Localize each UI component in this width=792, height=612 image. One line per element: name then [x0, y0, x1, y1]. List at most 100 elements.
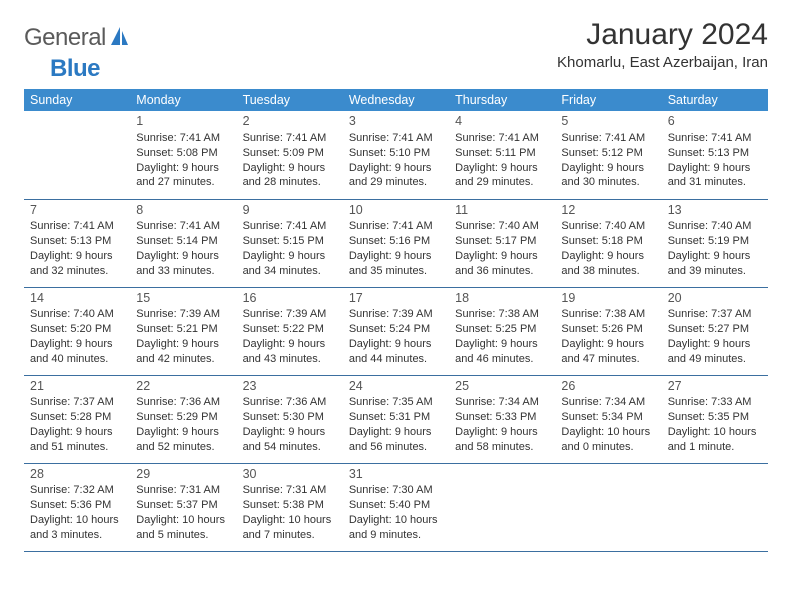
calendar-cell: 7Sunrise: 7:41 AMSunset: 5:13 PMDaylight… [24, 199, 130, 287]
sunrise-line: Sunrise: 7:41 AM [243, 219, 337, 234]
title-block: January 2024 Khomarlu, East Azerbaijan, … [557, 18, 768, 71]
daylight-line: Daylight: 9 hours and 35 minutes. [349, 249, 443, 279]
day-number: 5 [561, 113, 655, 130]
day-number: 19 [561, 290, 655, 307]
daylight-line: Daylight: 10 hours and 5 minutes. [136, 513, 230, 543]
sunset-line: Sunset: 5:30 PM [243, 410, 337, 425]
sunset-line: Sunset: 5:13 PM [30, 234, 124, 249]
day-number: 26 [561, 378, 655, 395]
calendar-row: 1 Sunrise: 7:41 AM Sunset: 5:08 PM Daylight… [24, 111, 768, 199]
calendar-cell: 5Sunrise: 7:41 AMSunset: 5:12 PMDaylight… [555, 111, 661, 199]
calendar-cell: 19Sunrise: 7:38 AMSunset: 5:26 PMDayligh… [555, 287, 661, 375]
sunrise-line: Sunrise: 7:32 AM [30, 483, 124, 498]
sunset-line: Sunset: 5:22 PM [243, 322, 337, 337]
day-number: 3 [349, 113, 443, 130]
calendar-cell: 14Sunrise: 7:40 AMSunset: 5:20 PMDayligh… [24, 287, 130, 375]
sunset-line: Sunset: 5:17 PM [455, 234, 549, 249]
day-number: 16 [243, 290, 337, 307]
sunset-line: Sunset: 5:28 PM [30, 410, 124, 425]
sunrise-line: Sunrise: 7:38 AM [455, 307, 549, 322]
daylight-line: Daylight: 10 hours and 1 minute. [668, 425, 762, 455]
day-number: 2 [243, 113, 337, 130]
calendar-cell: 30Sunrise: 7:31 AMSunset: 5:38 PMDayligh… [237, 463, 343, 551]
day-number: 1 [136, 113, 230, 130]
sunset-line: Sunset: 5:14 PM [136, 234, 230, 249]
day-number: 23 [243, 378, 337, 395]
calendar-cell: 13Sunrise: 7:40 AMSunset: 5:19 PMDayligh… [662, 199, 768, 287]
sunrise-line: Sunrise: 7:41 AM [349, 131, 443, 146]
month-title: January 2024 [557, 18, 768, 52]
sunrise-line: Sunrise: 7:31 AM [136, 483, 230, 498]
weekday-header: Saturday [662, 89, 768, 111]
sunset-line: Sunset: 5:09 PM [243, 146, 337, 161]
sunrise-line: Sunrise: 7:41 AM [30, 219, 124, 234]
day-number: 18 [455, 290, 549, 307]
day-number: 21 [30, 378, 124, 395]
sunset-line: Sunset: 5:08 PM [136, 146, 230, 161]
sunrise-line: Sunrise: 7:39 AM [136, 307, 230, 322]
calendar-cell: 26Sunrise: 7:34 AMSunset: 5:34 PMDayligh… [555, 375, 661, 463]
weekday-header: Monday [130, 89, 236, 111]
daylight-line: Daylight: 9 hours and 54 minutes. [243, 425, 337, 455]
day-number: 9 [243, 202, 337, 219]
daylight-line: Daylight: 9 hours and 56 minutes. [349, 425, 443, 455]
calendar-cell: 3Sunrise: 7:41 AMSunset: 5:10 PMDaylight… [343, 111, 449, 199]
sunrise-line: Sunrise: 7:40 AM [30, 307, 124, 322]
calendar-cell: 16Sunrise: 7:39 AMSunset: 5:22 PMDayligh… [237, 287, 343, 375]
sunset-line: Sunset: 5:12 PM [561, 146, 655, 161]
day-number: 24 [349, 378, 443, 395]
calendar-cell: 22Sunrise: 7:36 AMSunset: 5:29 PMDayligh… [130, 375, 236, 463]
calendar-cell: 17Sunrise: 7:39 AMSunset: 5:24 PMDayligh… [343, 287, 449, 375]
day-number: 25 [455, 378, 549, 395]
daylight-line: Daylight: 10 hours and 9 minutes. [349, 513, 443, 543]
daylight-line: Daylight: 9 hours and 29 minutes. [455, 161, 549, 191]
calendar-cell: 8Sunrise: 7:41 AMSunset: 5:14 PMDaylight… [130, 199, 236, 287]
sunset-line: Sunset: 5:13 PM [668, 146, 762, 161]
sunrise-line: Sunrise: 7:41 AM [349, 219, 443, 234]
day-number: 28 [30, 466, 124, 483]
calendar-cell: 21Sunrise: 7:37 AMSunset: 5:28 PMDayligh… [24, 375, 130, 463]
daylight-line: Daylight: 9 hours and 49 minutes. [668, 337, 762, 367]
daylight-line: Daylight: 9 hours and 44 minutes. [349, 337, 443, 367]
sunrise-line: Sunrise: 7:39 AM [243, 307, 337, 322]
calendar-cell: 6Sunrise: 7:41 AMSunset: 5:13 PMDaylight… [662, 111, 768, 199]
sunset-line: Sunset: 5:31 PM [349, 410, 443, 425]
calendar-row: 28Sunrise: 7:32 AMSunset: 5:36 PMDayligh… [24, 463, 768, 551]
day-number: 14 [30, 290, 124, 307]
day-number: 22 [136, 378, 230, 395]
daylight-line: Daylight: 9 hours and 38 minutes. [561, 249, 655, 279]
daylight-line: Daylight: 9 hours and 28 minutes. [243, 161, 337, 191]
calendar-cell: 23Sunrise: 7:36 AMSunset: 5:30 PMDayligh… [237, 375, 343, 463]
day-number: 20 [668, 290, 762, 307]
daylight-line: Daylight: 9 hours and 30 minutes. [561, 161, 655, 191]
weekday-header: Thursday [449, 89, 555, 111]
sunset-line: Sunset: 5:18 PM [561, 234, 655, 249]
weekday-header: Friday [555, 89, 661, 111]
sunrise-line: Sunrise: 7:40 AM [561, 219, 655, 234]
daylight-line: Daylight: 9 hours and 32 minutes. [30, 249, 124, 279]
calendar-cell [662, 463, 768, 551]
sunset-line: Sunset: 5:37 PM [136, 498, 230, 513]
calendar-cell: 18Sunrise: 7:38 AMSunset: 5:25 PMDayligh… [449, 287, 555, 375]
sunrise-line: Sunrise: 7:30 AM [349, 483, 443, 498]
daylight-line: Daylight: 9 hours and 36 minutes. [455, 249, 549, 279]
calendar-cell [24, 111, 130, 199]
sunset-line: Sunset: 5:40 PM [349, 498, 443, 513]
calendar-cell: 28Sunrise: 7:32 AMSunset: 5:36 PMDayligh… [24, 463, 130, 551]
day-number: 15 [136, 290, 230, 307]
calendar-cell [449, 463, 555, 551]
sunrise-line: Sunrise: 7:37 AM [668, 307, 762, 322]
weekday-header: Wednesday [343, 89, 449, 111]
daylight-line: Daylight: 9 hours and 52 minutes. [136, 425, 230, 455]
sunset-line: Sunset: 5:20 PM [30, 322, 124, 337]
day-number: 6 [668, 113, 762, 130]
calendar-cell: 20Sunrise: 7:37 AMSunset: 5:27 PMDayligh… [662, 287, 768, 375]
sunrise-line: Sunrise: 7:36 AM [243, 395, 337, 410]
sunrise-line: Sunrise: 7:31 AM [243, 483, 337, 498]
daylight-line: Daylight: 9 hours and 34 minutes. [243, 249, 337, 279]
sunset-line: Sunset: 5:16 PM [349, 234, 443, 249]
day-number: 31 [349, 466, 443, 483]
daylight-line: Daylight: 9 hours and 46 minutes. [455, 337, 549, 367]
sunset-line: Sunset: 5:38 PM [243, 498, 337, 513]
daylight-line: Daylight: 9 hours and 29 minutes. [349, 161, 443, 191]
